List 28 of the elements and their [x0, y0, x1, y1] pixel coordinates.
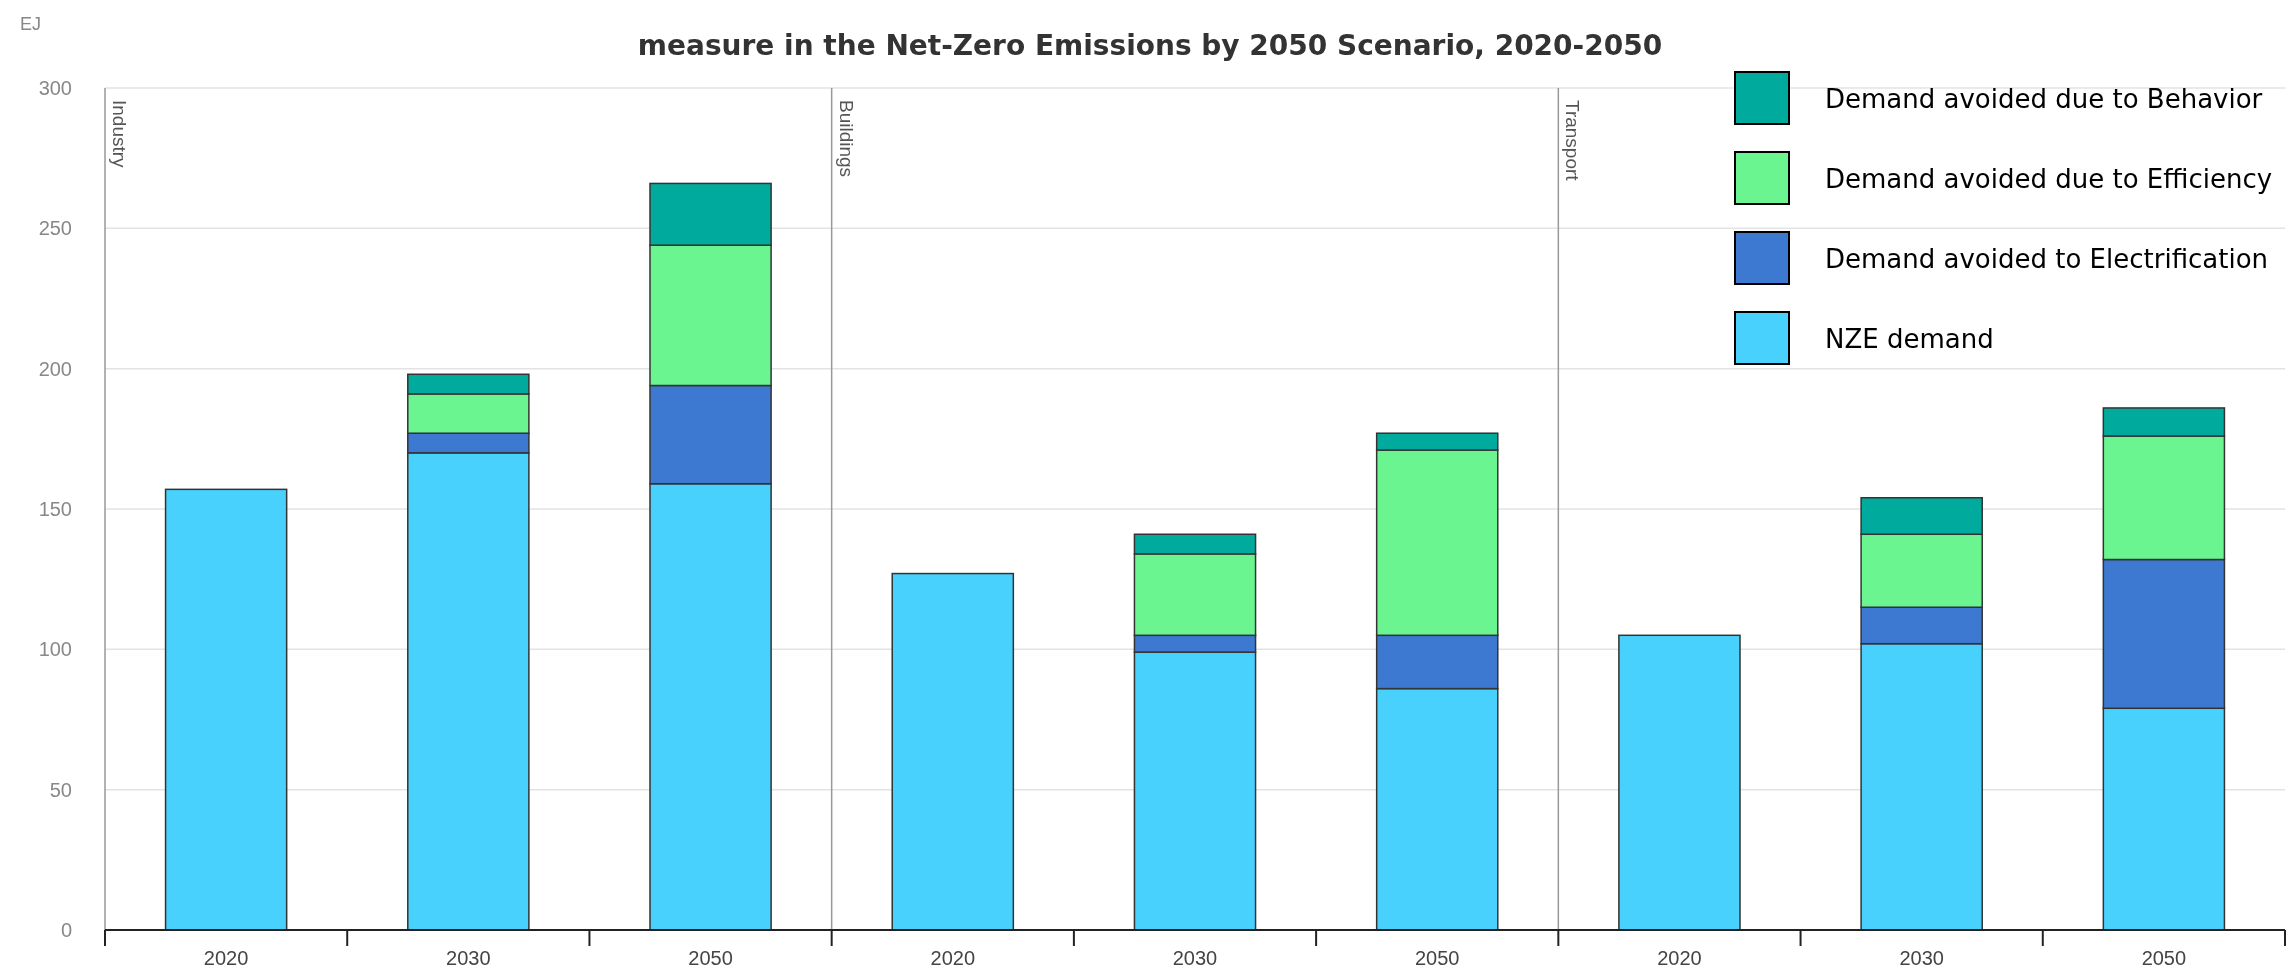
bar — [164, 488, 288, 931]
legend-label: NZE demand — [1825, 324, 1994, 354]
x-tick-label: 2020 — [930, 947, 976, 969]
bar — [1618, 634, 1741, 931]
legend-label: Demand avoided due to Efficiency — [1825, 164, 2273, 194]
chart-title: measure in the Net-Zero Emissions by 2050 Scenario, 2020-2050 — [637, 29, 1663, 62]
x-tick-label: 2020 — [203, 947, 249, 969]
y-tick-label: 100 — [38, 638, 72, 661]
x-tick-label: 2020 — [1657, 947, 1702, 969]
y-tick-label: 150 — [38, 497, 72, 520]
x-tick-label: 2050 — [688, 947, 733, 969]
annotation: Buildings — [835, 100, 857, 178]
x-tick-label: 2050 — [1414, 947, 1460, 969]
y-tick-label: 0 — [60, 918, 72, 941]
x-tick-label: 2030 — [1899, 947, 1944, 969]
y-tick-label: 300 — [38, 76, 72, 99]
annotation: Transport — [1562, 100, 1584, 182]
y-axis-title: EJ — [20, 14, 42, 34]
x-tick-label: 2030 — [1172, 947, 1218, 969]
legend-label: Demand avoided to Electrification — [1825, 244, 2269, 274]
y-tick-label: 50 — [49, 778, 72, 801]
x-tick-label: 2030 — [446, 947, 491, 969]
annotation: Industry — [109, 100, 130, 169]
bar — [891, 572, 1015, 931]
y-tick-label: 200 — [38, 357, 72, 380]
legend-label: Demand avoided due to Behavior — [1825, 84, 2263, 114]
y-tick-label: 250 — [38, 217, 72, 240]
x-tick-label: 2050 — [2141, 947, 2187, 969]
